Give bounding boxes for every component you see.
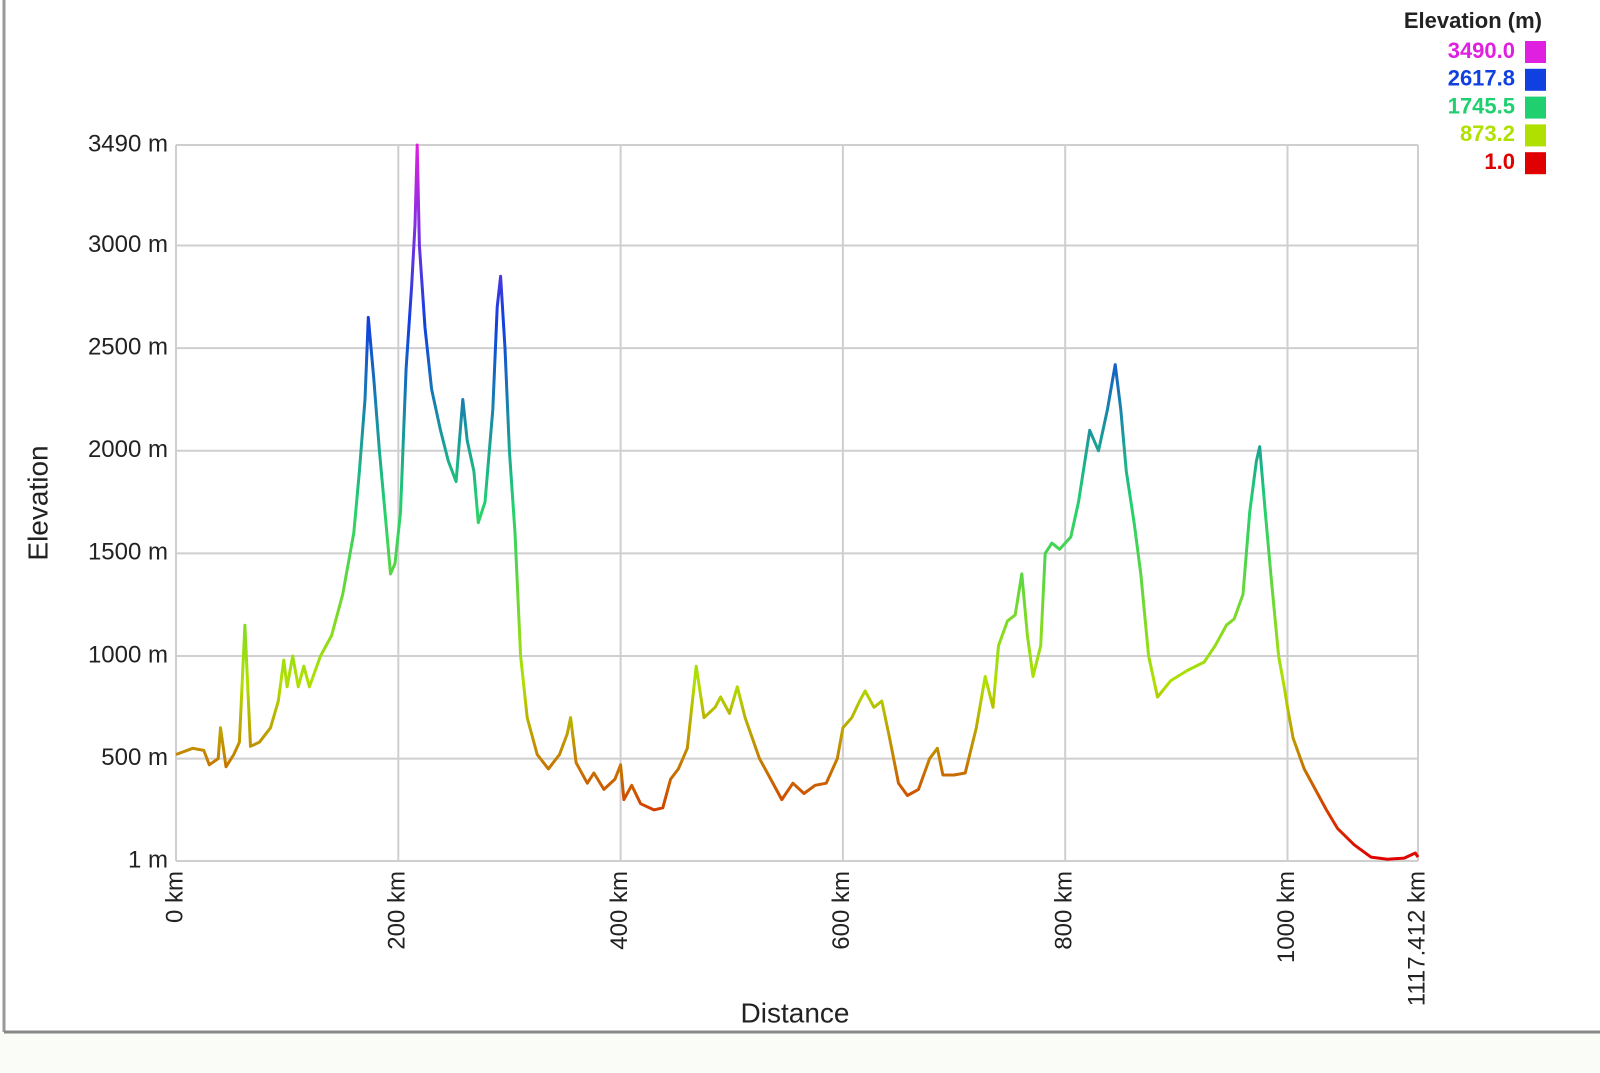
y-tick-label: 1 m (128, 846, 168, 873)
page-footer-area (0, 1032, 1600, 1073)
legend-swatch (1525, 68, 1546, 91)
x-tick-label: 200 km (384, 871, 411, 950)
y-tick-label: 1500 m (88, 539, 168, 566)
legend-label: 1.0 (1484, 149, 1515, 174)
y-tick-label: 2000 m (88, 436, 168, 463)
x-tick-label: 0 km (161, 871, 188, 923)
x-tick-label: 600 km (828, 871, 855, 950)
legend-label: 1745.5 (1448, 93, 1515, 118)
legend-title: Elevation (m) (1404, 8, 1542, 33)
y-tick-label: 3490 m (88, 130, 168, 157)
y-tick-label: 1000 m (88, 641, 168, 668)
legend-swatch (1525, 152, 1546, 175)
elevation-line (175, 143, 1420, 861)
x-axis-label: Distance (741, 997, 850, 1028)
y-tick-label: 3000 m (88, 231, 168, 258)
x-tick-label: 1000 km (1273, 871, 1300, 963)
legend-label: 2617.8 (1448, 66, 1515, 91)
legend-swatch (1525, 96, 1546, 119)
legend-label: 3490.0 (1448, 38, 1515, 63)
legend-swatch (1525, 124, 1546, 147)
x-tick-label: 400 km (606, 871, 633, 950)
x-tick-label: 800 km (1051, 871, 1078, 950)
y-axis-label: Elevation (22, 445, 53, 560)
legend-label: 873.2 (1460, 121, 1515, 146)
x-tick-label: 1117.412 km (1403, 871, 1430, 1006)
legend-swatch (1525, 41, 1546, 63)
y-tick-label: 500 m (101, 744, 168, 771)
y-tick-label: 2500 m (88, 334, 168, 361)
